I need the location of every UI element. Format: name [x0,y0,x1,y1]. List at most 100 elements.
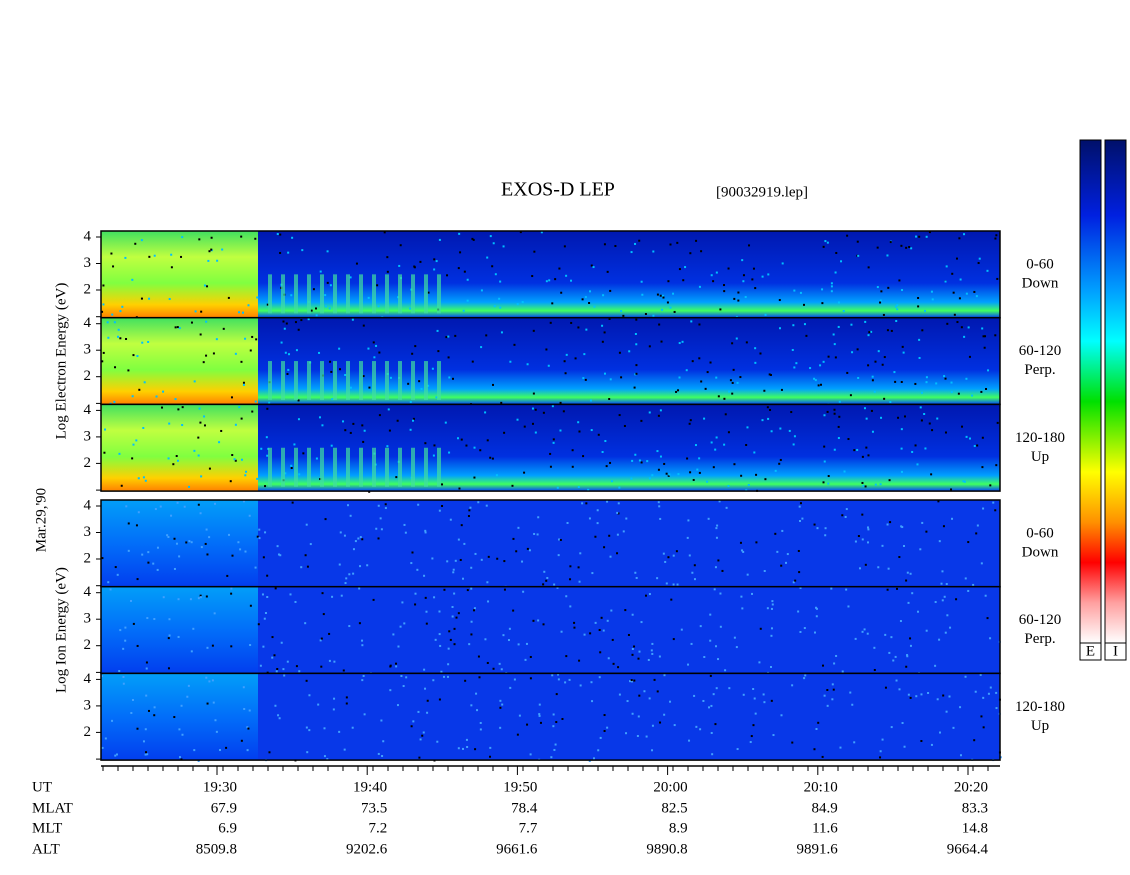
speckle [709,639,712,642]
speckle [751,278,754,281]
speckle [473,609,476,612]
speckle [162,596,165,599]
speckle [298,670,301,673]
speckle [805,334,808,337]
speckle [352,422,355,425]
speckle [907,693,910,696]
speckle [378,414,381,417]
speckle [634,332,637,335]
speckle [115,753,118,756]
speckle [243,707,246,710]
speckle [152,562,155,565]
colorbar-label: E [1086,643,1095,659]
panel-direction: Down [1022,544,1059,560]
speckle [687,663,690,666]
speckle [143,381,146,384]
panel-direction: Down [1022,275,1059,291]
speckle [249,644,252,647]
speckle [480,289,483,292]
speckle [538,714,541,717]
speckle [446,274,449,277]
speckle [669,243,672,246]
speckle [551,302,554,305]
speckle [624,609,627,612]
speckle [690,320,693,323]
speckle [186,695,189,698]
speckle [792,443,795,446]
speckle [102,284,105,287]
speckle [699,728,702,731]
speckle [663,713,666,716]
speckle [500,401,503,404]
speckle [837,425,840,428]
speckle [102,351,105,354]
speckle [199,596,202,599]
speckle [602,629,605,632]
speckle [131,395,134,398]
speckle [723,397,726,400]
speckle [731,392,734,395]
speckle [531,407,534,410]
speckle [999,756,1002,759]
speckle [809,367,812,370]
speckle [898,556,901,559]
speckle [631,653,634,656]
speckle [266,574,269,577]
speckle [814,606,817,609]
speckle [686,457,689,460]
speckle [197,759,200,762]
speckle [803,677,806,680]
speckle [294,321,297,324]
speckle [172,463,175,466]
speckle [305,523,308,526]
speckle [486,661,489,664]
speckle [778,327,781,330]
speckle [515,550,518,553]
speckle [630,251,633,254]
speckle [792,324,795,327]
speckle [769,665,772,668]
speckle [230,592,233,595]
speckle [909,644,912,647]
speckle [420,388,423,391]
speckle [549,321,552,324]
speckle [786,553,789,556]
speckle [950,381,953,384]
speckle [240,739,243,742]
speckle [400,675,403,678]
speckle [967,541,970,544]
speckle [951,272,954,275]
speckle [896,308,899,311]
speckle [348,625,351,628]
speckle [463,270,466,273]
speckle [542,411,545,414]
speckle [816,527,819,530]
speckle [609,289,612,292]
speckle [934,601,937,604]
speckle [903,745,906,748]
speckle [445,336,448,339]
speckle [362,375,365,378]
speckle [767,417,770,420]
speckle [537,516,540,519]
speckle [717,658,720,661]
speckle [271,636,274,639]
speckle [687,519,690,522]
speckle [693,694,696,697]
spike [268,361,272,401]
speckle [503,588,506,591]
speckle [930,473,933,476]
speckle [700,250,703,253]
speckle [944,280,947,283]
speckle [486,439,489,442]
speckle [197,597,200,600]
speckle [119,310,122,313]
speckle [677,389,680,392]
speckle [863,407,866,410]
speckle [357,537,360,540]
speckle [984,594,987,597]
speckle [473,446,476,449]
speckle [698,323,701,326]
speckle [803,323,806,326]
speckle [939,731,942,734]
